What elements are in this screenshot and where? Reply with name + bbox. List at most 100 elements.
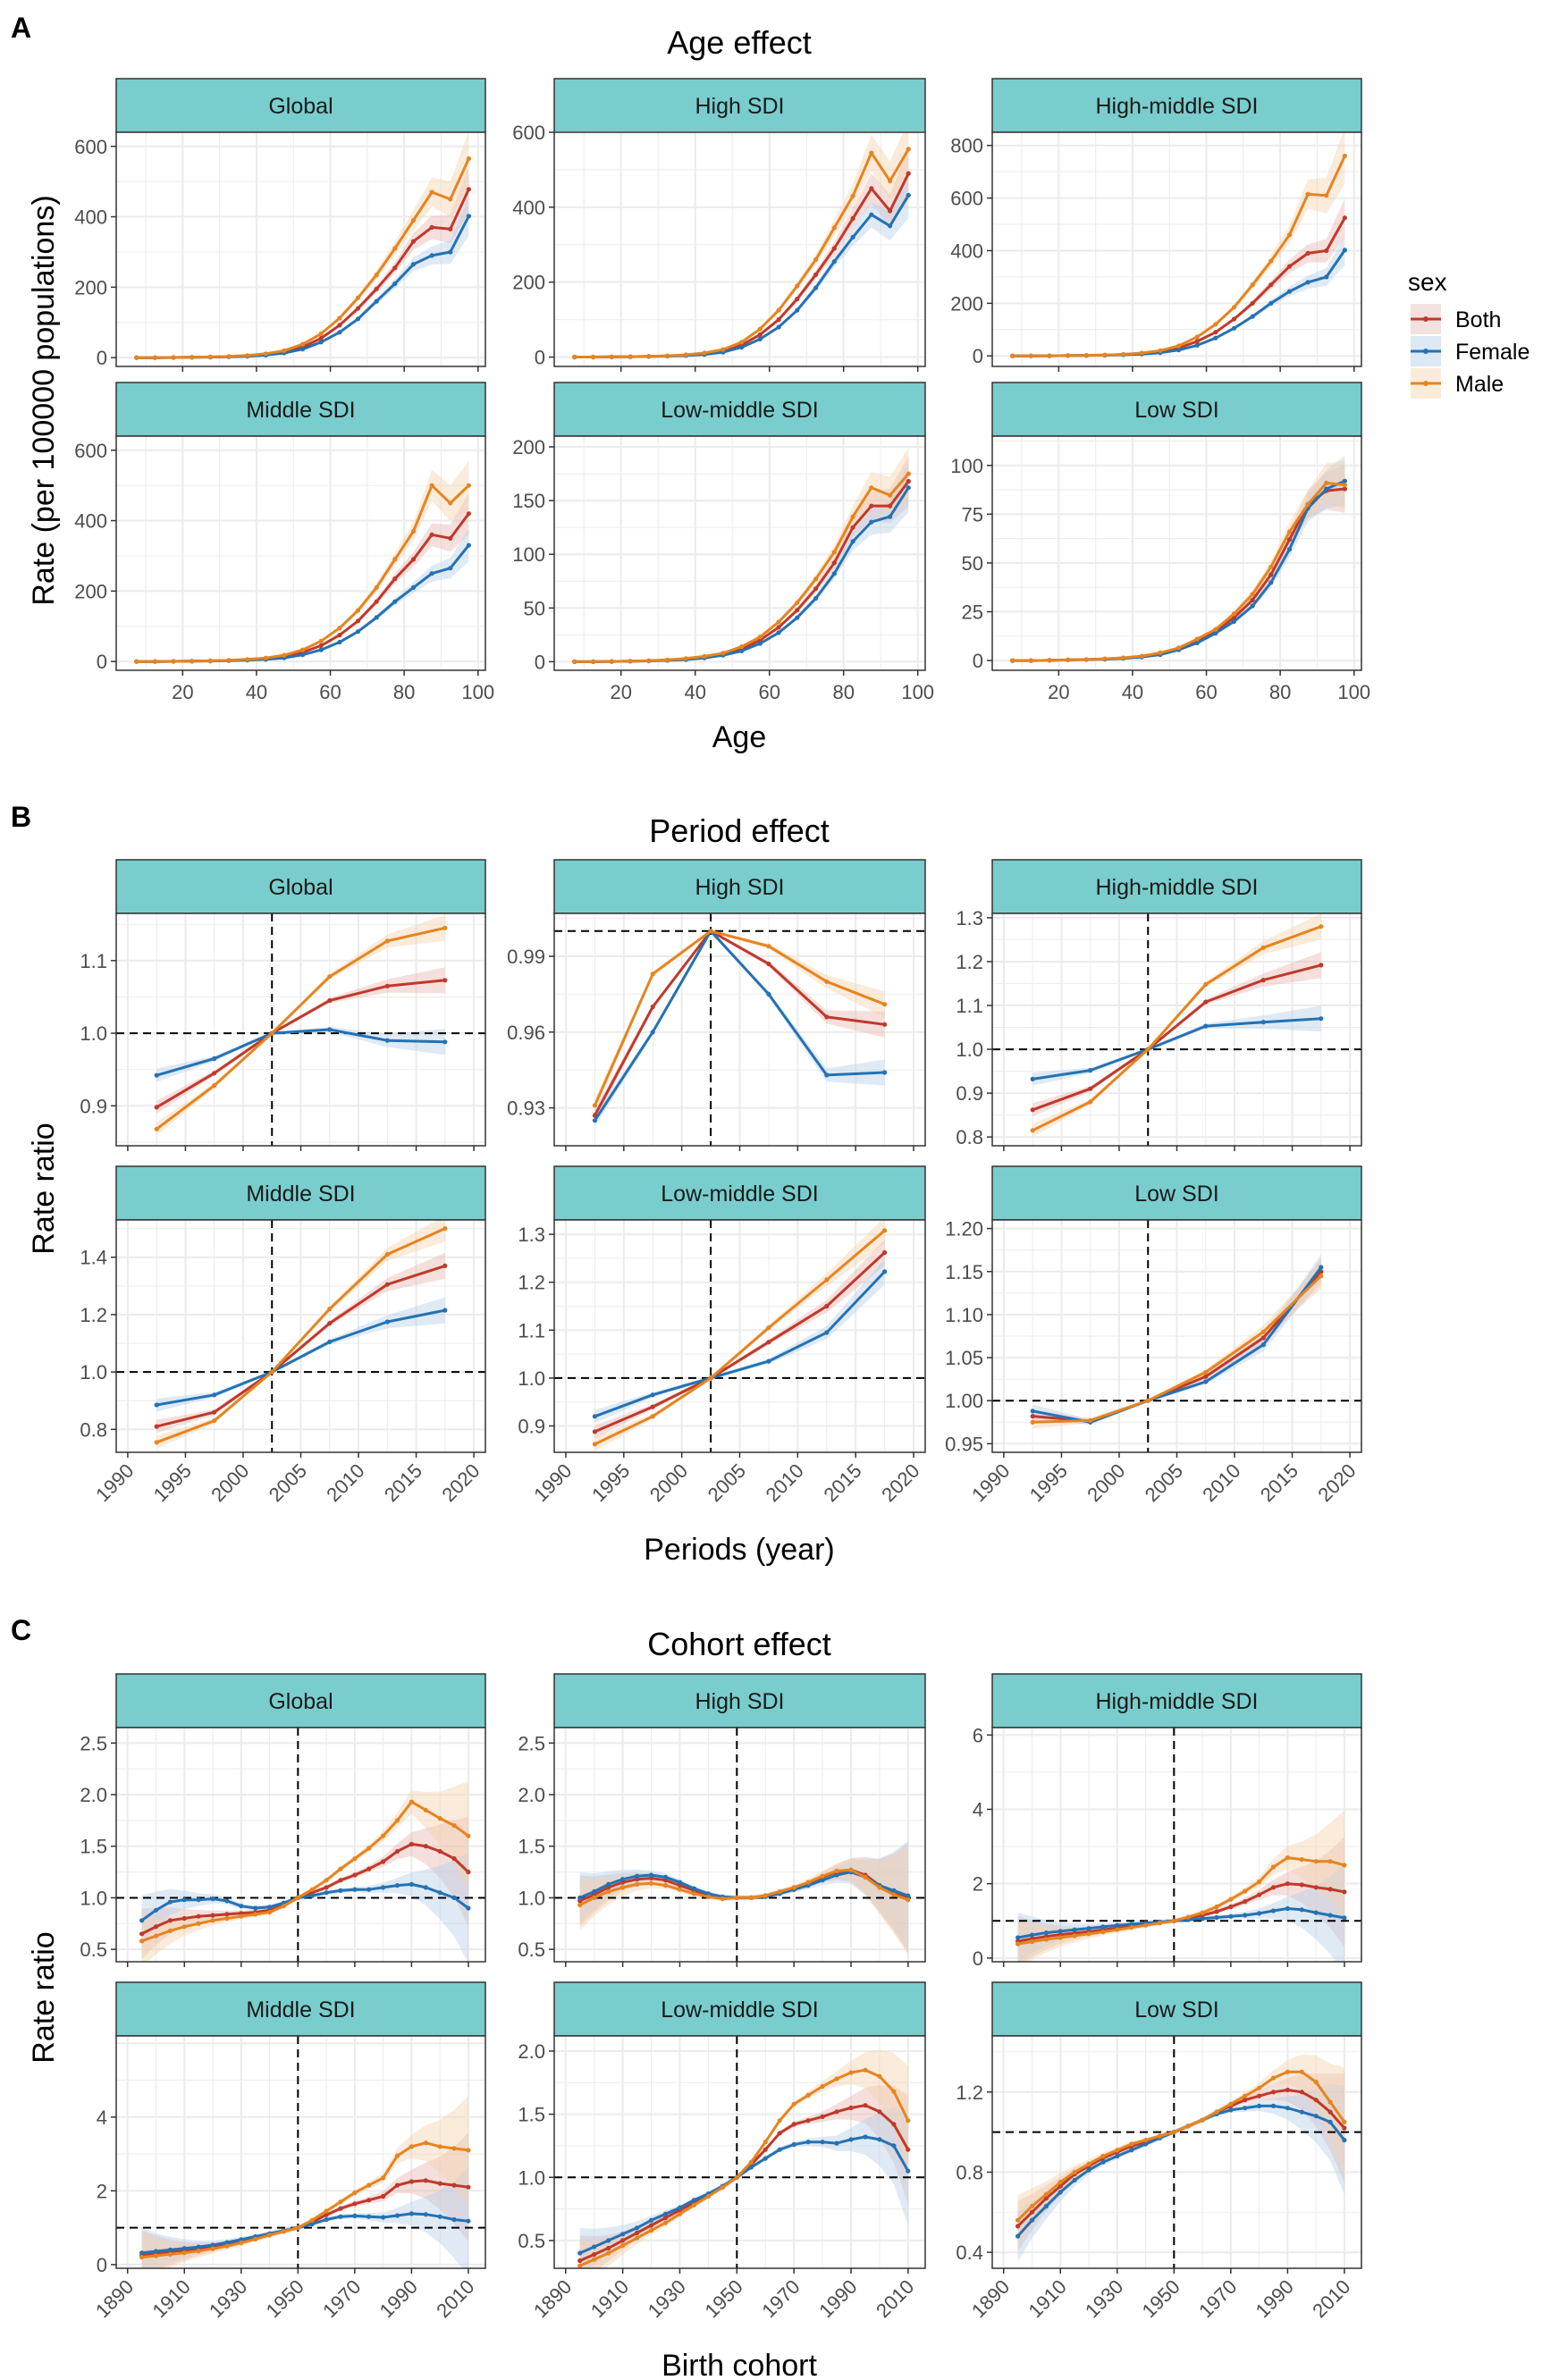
point-male [648, 1880, 654, 1886]
y-tick-label: 2.0 [80, 1784, 107, 1806]
point-female [906, 2168, 911, 2174]
point-female [1270, 1908, 1277, 1913]
point-both [1342, 486, 1347, 492]
y-tick-label: 0.9 [80, 1095, 107, 1117]
y-tick-label: 0 [535, 651, 545, 673]
point-female [820, 2140, 825, 2145]
panel-a-low-middle-sdi: Low-middle SDI 0 50 100 150 200 20 40 60 80 100 [512, 382, 934, 703]
point-male [665, 353, 670, 358]
point-male [1268, 258, 1274, 264]
y-axis-title-age: Rate (per 100000 populations) [27, 195, 61, 605]
point-female [662, 1874, 669, 1880]
panel-border-a-high-middle-sdi [991, 131, 1362, 367]
point-male [888, 178, 893, 184]
point-male [795, 283, 800, 289]
point-male [813, 257, 819, 263]
point-female [848, 2137, 854, 2142]
point-female [1250, 603, 1255, 609]
point-both [766, 1340, 771, 1345]
point-both [882, 1249, 888, 1256]
x-axis-c-global [126, 1962, 469, 1967]
point-female [577, 1895, 583, 1900]
point-male [757, 326, 763, 332]
point-female [1203, 1023, 1209, 1029]
point-male [352, 1856, 358, 1862]
strip-c-high-sdi [553, 1673, 926, 1728]
point-both [355, 618, 361, 624]
point-male [1257, 1880, 1262, 1885]
point-male [702, 350, 707, 356]
y-tick-label: 1.1 [80, 950, 107, 972]
point-female [1327, 2119, 1333, 2124]
legend-point-both [1423, 316, 1428, 322]
strip-c-high-middle-sdi [991, 1673, 1362, 1728]
x-tick-label: 1950 [701, 2275, 747, 2322]
series-male [139, 1799, 471, 1944]
plot-area-a-low-sdi [992, 436, 1361, 670]
band-female [1012, 235, 1345, 357]
point-both [224, 1912, 230, 1917]
point-female [891, 1888, 897, 1893]
point-both [1203, 1374, 1209, 1379]
y-tick-label: 0.8 [80, 1418, 107, 1441]
point-both [848, 2105, 854, 2111]
point-female [451, 1895, 457, 1900]
point-female [850, 234, 855, 240]
point-male [1043, 2191, 1049, 2197]
point-female [805, 2140, 811, 2145]
point-female [577, 2250, 583, 2256]
point-both [1327, 2109, 1333, 2115]
point-both [1257, 1892, 1262, 1897]
y-tick-label: 0.9 [518, 1416, 545, 1438]
y-tick-label: 2 [97, 2180, 107, 2202]
point-female [648, 1872, 654, 1878]
point-male [448, 197, 453, 202]
strip-c-middle-sdi [115, 1981, 486, 2037]
point-male [1157, 1921, 1162, 1926]
point-female [1313, 1910, 1319, 1915]
point-female [1213, 630, 1218, 636]
line-male [141, 1800, 469, 1943]
line-male [1032, 925, 1322, 1132]
point-female [1231, 325, 1237, 331]
point-both [324, 2212, 329, 2217]
point-male [1139, 350, 1144, 356]
x-tick-label: 1890 [967, 2275, 1014, 2322]
point-female [410, 262, 417, 267]
point-male [1028, 658, 1033, 663]
strip-a-high-sdi [553, 78, 926, 133]
point-male [352, 2190, 358, 2195]
y-tick-label: 100 [512, 543, 545, 566]
x-tick-label: 1995 [1025, 1459, 1072, 1506]
point-male [606, 1888, 611, 1895]
point-male [691, 2202, 697, 2208]
point-male [863, 1874, 868, 1880]
point-male [374, 273, 379, 278]
plot-area-c-middle-sdi [116, 2036, 485, 2268]
point-male [763, 2140, 768, 2145]
y-tick-label: 0 [973, 345, 983, 367]
point-female [813, 285, 819, 290]
point-female [1115, 2153, 1120, 2159]
point-male [451, 1823, 457, 1829]
point-both [888, 208, 893, 214]
series-c-low-middle-sdi [577, 2067, 911, 2268]
point-female [381, 1885, 386, 1890]
point-male [1121, 351, 1126, 357]
point-both [423, 1844, 428, 1849]
y-axis-title-period: Rate ratio [27, 1123, 61, 1254]
point-female [448, 566, 453, 571]
point-female [1176, 348, 1182, 353]
series-male [1010, 153, 1347, 358]
point-female [1299, 2109, 1304, 2115]
panel-b-high-sdi: High SDI 0.93 0.96 0.99 [507, 859, 926, 1151]
point-male [1200, 2117, 1205, 2123]
strip-label-b-low-sdi: Low SDI [1134, 1182, 1218, 1207]
point-both [662, 2215, 669, 2221]
series-a-global [134, 156, 472, 360]
point-female [196, 1897, 201, 1903]
point-female [154, 1072, 159, 1078]
point-female [677, 2205, 683, 2210]
